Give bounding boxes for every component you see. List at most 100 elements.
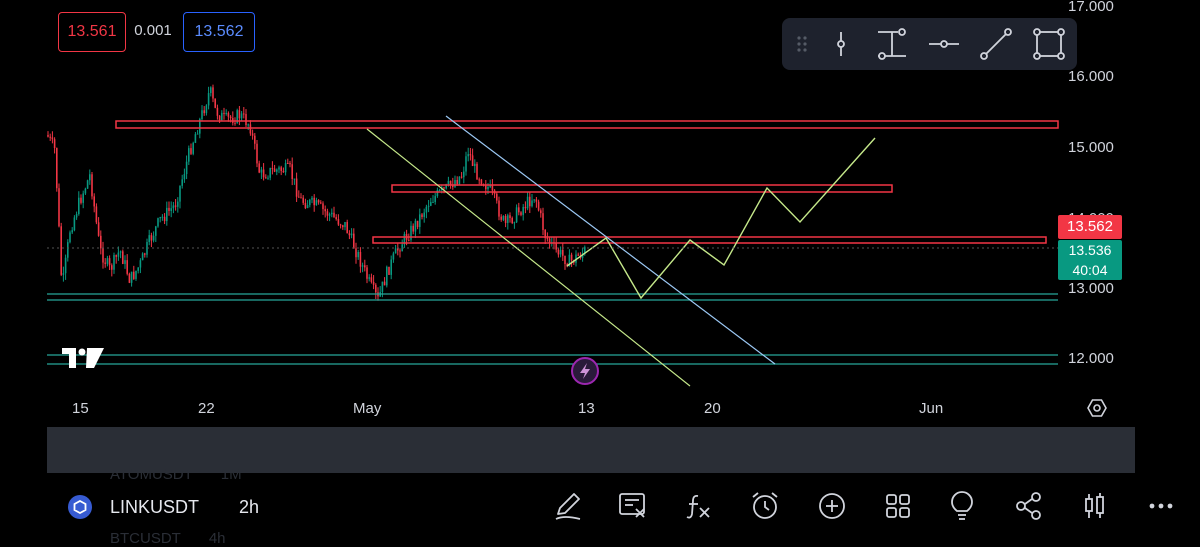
axis-settings-icon[interactable] xyxy=(1087,399,1107,417)
candle-body xyxy=(476,163,478,180)
candle-body xyxy=(388,266,390,275)
candle-body xyxy=(157,218,159,227)
price-chart[interactable]: 17.000 16.000 15.000 14.000 13.000 12.00… xyxy=(0,0,1135,427)
trend-line-upper[interactable] xyxy=(445,115,776,365)
candle-body xyxy=(124,260,126,264)
zone-15[interactable] xyxy=(115,120,1059,129)
candle-body xyxy=(75,214,78,218)
zone-13-6[interactable] xyxy=(372,236,1047,244)
candle-body xyxy=(276,169,278,172)
trend-line-icon[interactable] xyxy=(978,26,1014,62)
candle-body xyxy=(370,277,373,282)
candle-body xyxy=(383,281,386,286)
candle-body xyxy=(104,262,106,264)
symbol-name[interactable]: LINKUSDT xyxy=(110,496,200,517)
more-icon[interactable] xyxy=(1145,490,1177,522)
candle-body xyxy=(500,216,502,220)
candle-body xyxy=(196,133,199,135)
candle-body xyxy=(359,252,362,267)
horizontal-ray-icon[interactable] xyxy=(926,26,962,62)
ideas-bulb-icon[interactable] xyxy=(946,490,978,522)
time-label-jun: Jun xyxy=(919,400,943,417)
candle-body xyxy=(540,210,542,214)
add-icon[interactable] xyxy=(816,490,848,522)
bottom-toolbar xyxy=(0,473,1200,540)
candle-body xyxy=(185,161,188,175)
candle-body xyxy=(227,113,230,117)
candle-body xyxy=(456,180,458,185)
candle-body xyxy=(509,215,511,218)
candle-body xyxy=(289,163,291,165)
notes-icon[interactable] xyxy=(616,490,648,522)
candle-body xyxy=(416,220,419,227)
candle-body xyxy=(95,206,98,223)
zone-14-3[interactable] xyxy=(391,184,893,193)
candle-body xyxy=(537,201,540,211)
chart-settings-icon[interactable] xyxy=(1080,490,1112,522)
candle-body xyxy=(399,250,401,252)
candle-body xyxy=(328,214,331,216)
candle-body xyxy=(463,171,465,178)
candle-body xyxy=(89,174,91,181)
candle-body xyxy=(163,216,166,222)
candle-body xyxy=(119,251,122,253)
candle-body xyxy=(251,133,254,136)
lightning-event-icon[interactable] xyxy=(571,357,599,385)
alert-clock-icon[interactable] xyxy=(749,490,781,522)
chart-area[interactable]: 17.000 16.000 15.000 14.000 13.000 12.00… xyxy=(0,0,1135,427)
candle-body xyxy=(350,233,353,236)
candle-body xyxy=(403,233,406,245)
candle-body xyxy=(256,143,258,164)
candle-body xyxy=(320,202,322,204)
candle-body xyxy=(225,113,227,115)
candle-body xyxy=(155,226,157,236)
current-price-value: 13.536 xyxy=(1068,242,1112,258)
candle-body xyxy=(353,233,355,249)
candle-body xyxy=(392,253,395,260)
bid-price-badge[interactable]: 13.561 xyxy=(58,12,126,52)
candle-body xyxy=(386,266,388,286)
drag-handle-icon[interactable] xyxy=(786,26,822,62)
symbol-selector[interactable]: LINKUSDT 2h xyxy=(68,494,259,520)
candle-body xyxy=(139,260,142,268)
candle-body xyxy=(106,258,109,264)
price-label-12: 12.000 xyxy=(1068,350,1114,367)
date-range-icon[interactable] xyxy=(874,26,910,62)
candle-body xyxy=(526,196,529,209)
candle-body xyxy=(421,214,423,217)
candle-body xyxy=(148,235,150,243)
rectangle-icon[interactable] xyxy=(1031,26,1067,62)
candle-body xyxy=(56,148,58,189)
candle-body xyxy=(53,139,56,149)
candle-body xyxy=(346,221,348,234)
trend-line-lower[interactable] xyxy=(366,128,691,387)
candle-body xyxy=(548,238,551,243)
indicator-fx-icon[interactable] xyxy=(682,490,714,522)
candle-body xyxy=(544,229,546,238)
projection-path[interactable] xyxy=(566,137,876,300)
candle-body xyxy=(474,163,476,167)
interval-selector[interactable]: 2h xyxy=(239,496,260,517)
candle-body xyxy=(419,214,421,227)
share-icon[interactable] xyxy=(1013,490,1045,522)
candle-body xyxy=(67,242,69,258)
candle-body xyxy=(238,110,241,119)
candle-body xyxy=(135,270,137,279)
candle-body xyxy=(218,115,221,121)
candle-body xyxy=(273,168,276,172)
candle-body xyxy=(357,252,359,258)
candle-body xyxy=(207,93,210,106)
layout-grid-icon[interactable] xyxy=(882,490,914,522)
candle-body xyxy=(515,207,518,223)
pencil-icon[interactable] xyxy=(552,490,584,522)
candle-body xyxy=(559,249,562,255)
ask-price-badge[interactable]: 13.562 xyxy=(183,12,255,52)
candle-body xyxy=(364,265,366,268)
candle-body xyxy=(300,197,302,199)
vertical-line-icon[interactable] xyxy=(823,26,859,62)
candle-body xyxy=(174,205,177,207)
candle-body xyxy=(344,221,346,228)
candle-body xyxy=(443,187,445,189)
time-label-22: 22 xyxy=(198,400,215,417)
candle-body xyxy=(152,235,155,241)
